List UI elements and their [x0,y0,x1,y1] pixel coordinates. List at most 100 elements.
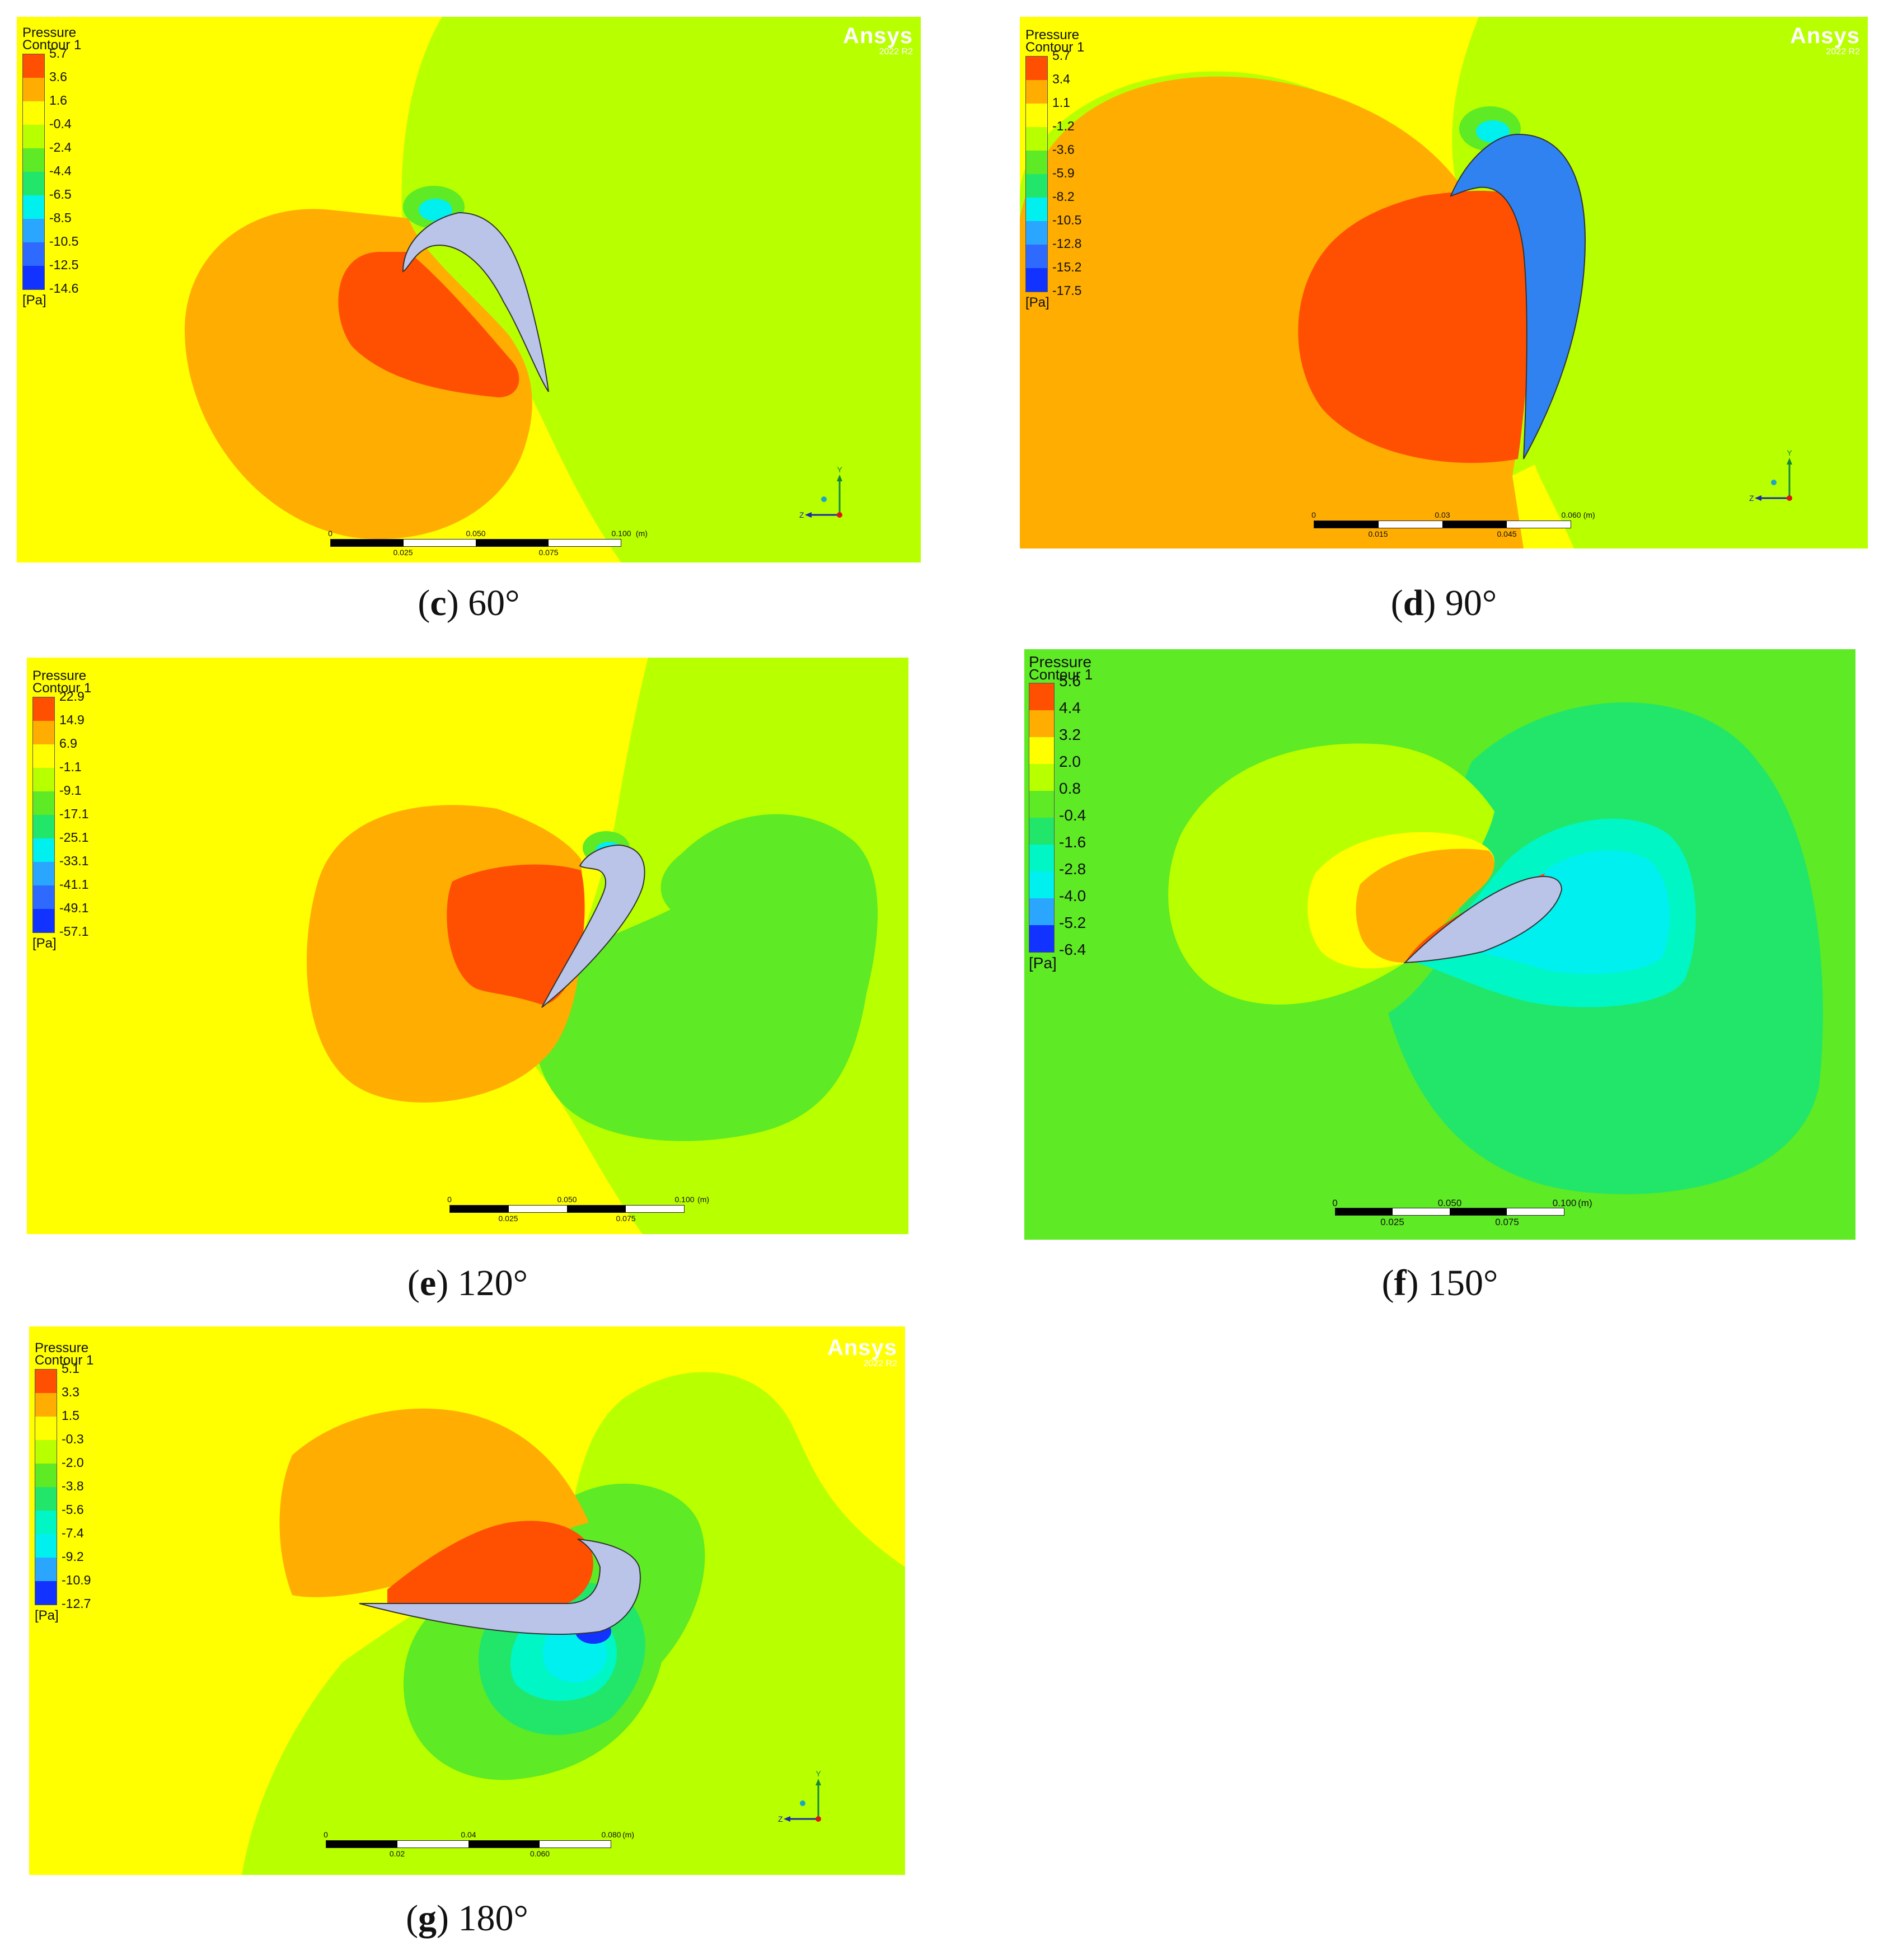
legend-level: -3.8 [62,1479,84,1493]
legend-unit: [Pa] [22,293,46,308]
scale-unit: (m) [635,529,648,538]
scale-bar-c: 0 0.050 0.100 (m) 0.025 0.075 [328,529,648,557]
legend-level: 5.7 [1052,48,1070,63]
color-scale [1029,683,1055,953]
legend-unit: [Pa] [1029,954,1057,972]
swatch [33,768,54,791]
swatch [35,1370,57,1393]
scale-tick: 0.03 [1435,510,1450,519]
swatch [23,266,44,289]
legend-level: -8.5 [49,210,72,225]
caption-g: (g) 180° [406,1898,528,1939]
legend-d: Pressure Contour 1 5.7 3.4 1.1 -1.2 -3.6 [1025,27,1103,310]
swatch [23,148,44,172]
legend-level: 3.3 [62,1385,79,1399]
caption-angle: 120° [457,1263,528,1303]
legend-level: 3.6 [49,69,67,84]
legend-level: -33.1 [59,854,89,868]
caption-letter: d [1403,583,1424,623]
legend-level: 22.9 [59,689,85,704]
legend-level: -1.6 [1059,833,1086,851]
caption-e: (e) 120° [407,1263,528,1303]
legend-unit: [Pa] [1025,295,1049,310]
legend-level: -49.1 [59,901,89,915]
legend-level: -57.1 [59,924,89,939]
swatch [35,1581,57,1605]
scale-tick: 0.050 [466,529,486,538]
swatch [33,697,54,721]
swatch [1029,683,1054,710]
legend-level: -14.6 [49,281,79,296]
caption-letter: f [1394,1263,1407,1303]
legend-level: 3.4 [1052,72,1070,86]
color-scale [22,54,45,290]
scale-tick: 0.045 [1497,529,1517,538]
swatch [1029,845,1054,871]
legend-level: 1.5 [62,1408,79,1423]
color-scale [35,1369,57,1605]
swatch [1026,127,1047,151]
logo-brand: Ansys [1789,24,1860,48]
legend-level: 0.8 [1059,780,1081,797]
scale-tick: 0.060 [1561,510,1581,519]
swatch [23,242,44,266]
legend-title-line1: Pressure [1025,27,1080,43]
ansys-logo: Ansys 2022 R2 [1790,25,1860,57]
ansys-logo: Ansys 2022 R2 [827,1337,897,1369]
legend-level: -0.3 [62,1432,84,1446]
panel-d: Pressure Contour 1 5.7 3.4 1.1 -1.2 -3.6 [1020,17,1868,548]
legend-c: Pressure Contour 1 5.7 3.6 1.6 -0.4 -2.4 [22,25,100,308]
scale-tick: 0.050 [557,1195,577,1204]
contour-field-d [1020,17,1868,548]
swatch [23,219,44,242]
legend-level: 14.9 [59,712,85,727]
axis-triad-c: Y Z [799,465,842,519]
legend-level: -9.2 [62,1549,84,1564]
legend-level: -2.4 [49,140,72,154]
legend-level: -8.2 [1052,189,1075,204]
swatch [35,1393,57,1417]
scale-tick: 0.015 [1368,529,1388,538]
color-scale [1025,56,1048,292]
swatch [1026,151,1047,174]
swatch [35,1534,57,1558]
legend-level: -4.0 [1059,887,1086,904]
legend-level: -17.1 [59,806,89,821]
scale-tick: 0.075 [1495,1217,1519,1227]
legend-f: Pressure Contour 1 5.6 4.4 3.2 2.0 0.8 [1029,654,1109,972]
legend-title-line2: Contour 1 [1029,666,1093,683]
legend-level: 4.4 [1059,699,1081,716]
caption-letter: c [430,583,447,623]
scale-unit: (m) [697,1195,710,1204]
axis-z-label: Z [1749,494,1754,503]
legend-level: -0.4 [49,116,72,131]
scale-tick: 0.025 [498,1214,518,1223]
legend-level: -6.4 [1059,941,1086,958]
swatch [1029,764,1054,791]
legend-level: 5.6 [1059,672,1081,690]
swatch [35,1440,57,1464]
legend-level: 5.7 [49,46,67,60]
axis-triad-g: Y Z [778,1769,821,1823]
caption-angle: 90° [1445,583,1497,623]
legend-level: -5.6 [62,1502,84,1517]
logo-version: 2022 R2 [1826,47,1861,57]
color-scale [32,697,55,933]
scale-tick: 0.060 [530,1849,550,1858]
legend-level: 1.6 [49,93,67,107]
caption-angle: 60° [468,583,520,623]
legend-unit: [Pa] [35,1608,59,1623]
swatch [35,1511,57,1534]
swatch [23,172,44,195]
legend-level: -10.5 [1052,213,1082,227]
caption-d: (d) 90° [1390,583,1497,623]
legend-level: -17.5 [1052,283,1082,298]
legend-title-line1: Pressure [35,1340,89,1356]
caption-letter: g [418,1898,437,1939]
swatch [1029,871,1054,898]
legend-level: -4.4 [49,163,72,178]
legend-level: -5.2 [1059,914,1086,931]
legend-title-line1: Pressure [22,25,77,40]
contour-field-g [29,1326,905,1875]
scale-bar-e: 0 0.050 0.100 (m) 0.025 0.075 [447,1195,709,1223]
